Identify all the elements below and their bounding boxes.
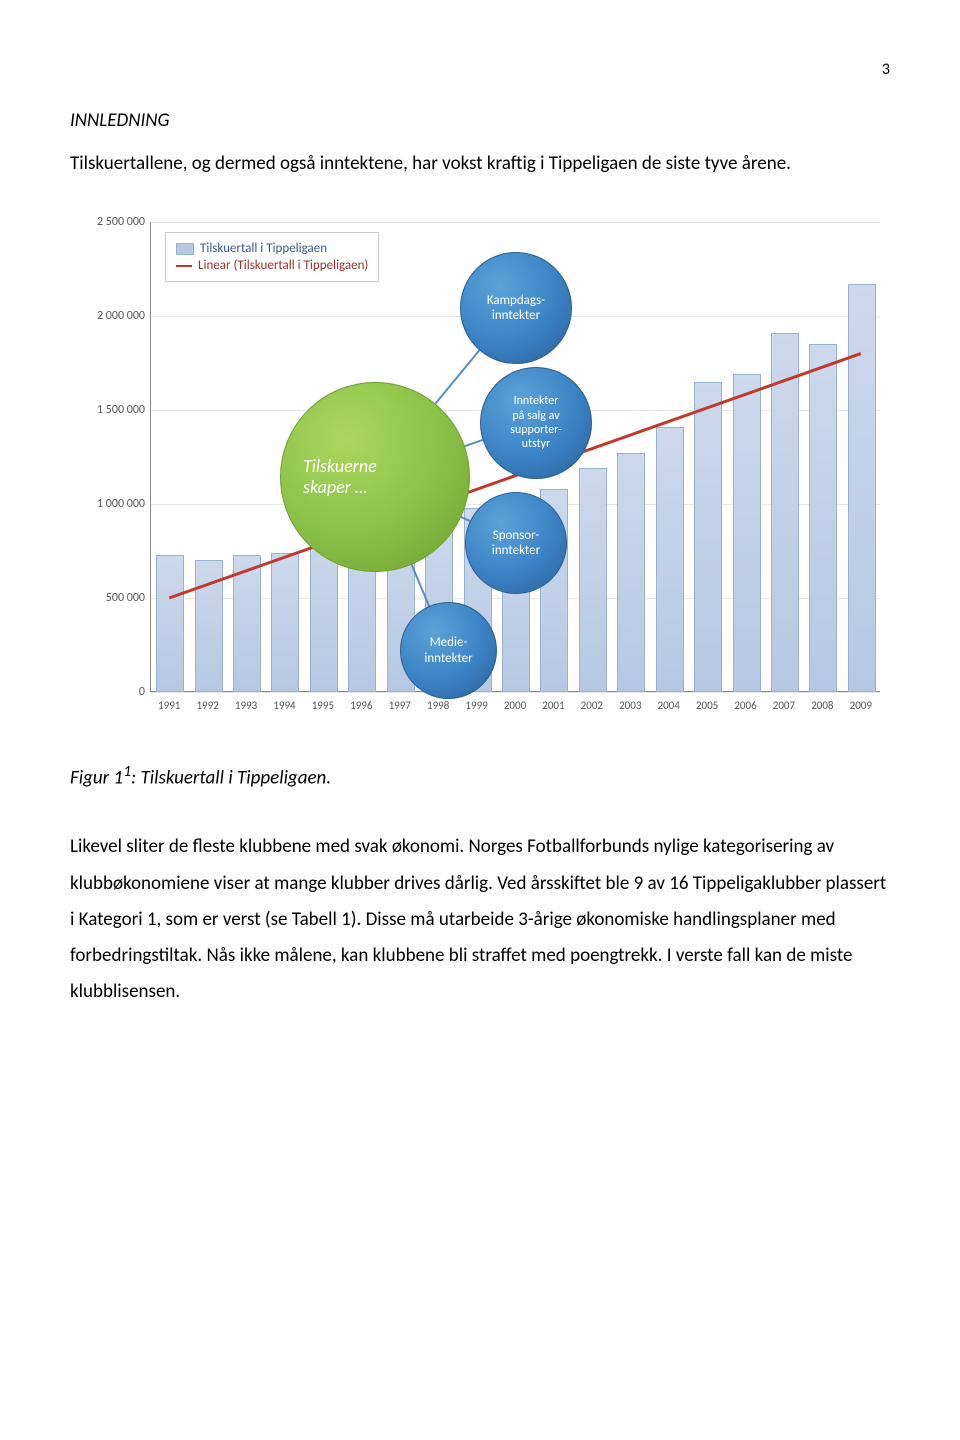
x-tick-label: 1992 (196, 699, 218, 712)
x-tick-label: 1994 (273, 699, 295, 712)
legend-swatch-bar-icon (176, 243, 194, 255)
y-tick-label: 2 000 000 (97, 309, 145, 323)
bar (233, 555, 261, 692)
bar (809, 344, 837, 692)
y-tick-label: 1 500 000 (97, 403, 145, 417)
figure-caption: Figur 11: Tilskuertall i Tippeligaen. (70, 762, 890, 789)
x-tick-label: 2003 (619, 699, 641, 712)
bar (656, 427, 684, 692)
x-tick-label: 2006 (734, 699, 756, 712)
bar (848, 284, 876, 692)
bar (617, 453, 645, 692)
x-tick-label: 1999 (465, 699, 487, 712)
chart-legend: Tilskuertall i Tippeligaen Linear (Tilsk… (165, 232, 379, 282)
gridline (150, 222, 880, 223)
bubble-center: Tilskuerne skaper … (280, 382, 470, 572)
bar (771, 333, 799, 692)
bubble-sponsor: Sponsor- inntekter (465, 492, 567, 594)
chart-figure: 0 500 000 1 000 000 1 500 000 2 000 000 2 500… (70, 212, 890, 732)
x-tick-label: 1993 (235, 699, 257, 712)
x-tick-label: 2000 (504, 699, 526, 712)
x-tick-label: 2007 (773, 699, 795, 712)
bar (195, 560, 223, 692)
y-axis (150, 222, 151, 692)
x-tick-label: 1991 (158, 699, 180, 712)
y-tick-label: 1 000 000 (97, 497, 145, 511)
bar (733, 374, 761, 692)
x-tick-label: 2008 (811, 699, 833, 712)
x-tick-label: 2005 (696, 699, 718, 712)
x-tick-label: 2001 (542, 699, 564, 712)
bar (271, 553, 299, 692)
body-paragraph: Likevel sliter de fleste klubbene med sv… (70, 829, 890, 1009)
bar (156, 555, 184, 692)
legend-label-series1: Tilskuertall i Tippeligaen (200, 241, 327, 256)
section-heading: INNLEDNING (70, 109, 890, 132)
y-tick-label: 2 500 000 (97, 215, 145, 229)
legend-swatch-line-icon (176, 265, 192, 267)
bubble-kampdags: Kampdags- inntekter (460, 252, 572, 364)
legend-label-series2: Linear (Tilskuertall i Tippeligaen) (198, 258, 368, 273)
bar (694, 382, 722, 692)
x-tick-label: 1996 (350, 699, 372, 712)
x-tick-label: 2009 (850, 699, 872, 712)
x-tick-label: 2004 (658, 699, 680, 712)
x-tick-label: 2002 (581, 699, 603, 712)
bubble-medie: Medie- inntekter (400, 602, 497, 699)
page-number: 3 (70, 60, 890, 79)
intro-paragraph: Tilskuertallene, og dermed også inntekte… (70, 146, 890, 182)
x-tick-label: 1997 (389, 699, 411, 712)
bar (579, 468, 607, 692)
x-tick-label: 1995 (312, 699, 334, 712)
y-tick-label: 0 (139, 685, 145, 699)
gridline (150, 692, 880, 693)
x-tick-label: 1998 (427, 699, 449, 712)
bubble-supporterutstyr: Inntekter på salg av supporter- utstyr (480, 367, 592, 479)
y-tick-label: 500 000 (106, 591, 145, 605)
